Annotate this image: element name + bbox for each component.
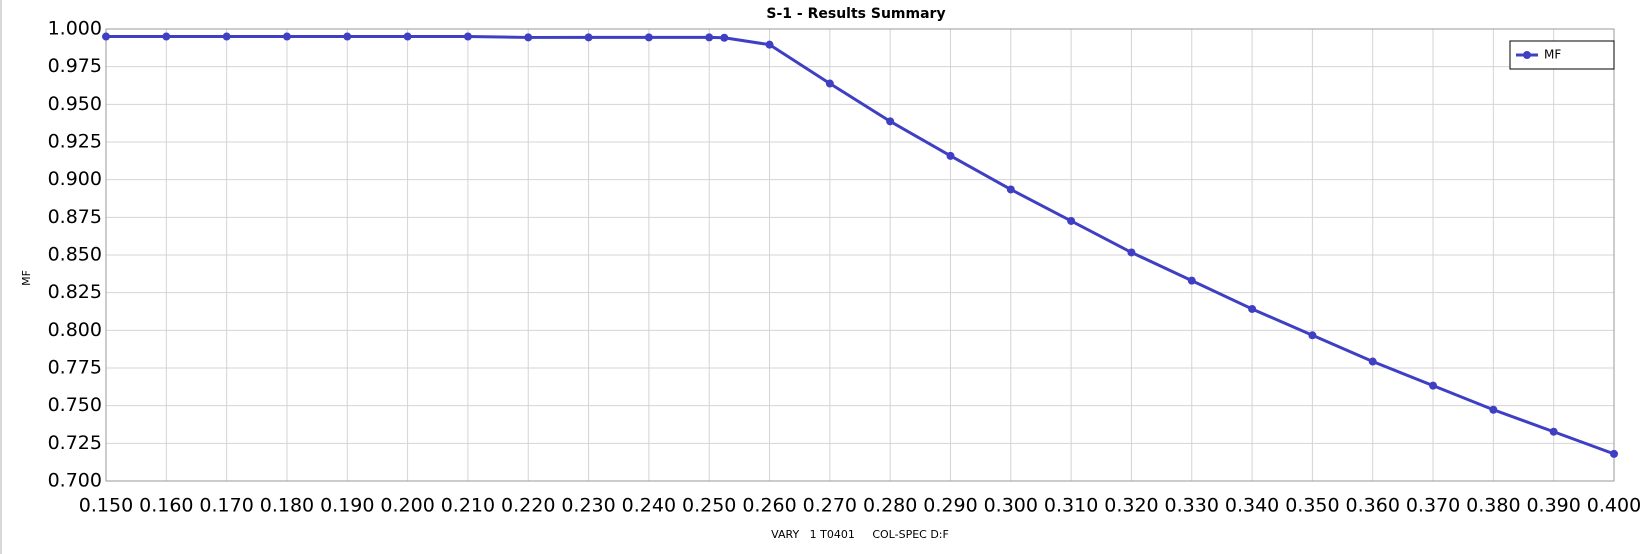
x-tick-label: 0.330: [1165, 495, 1219, 517]
x-tick-label: 0.160: [139, 495, 193, 517]
data-point: [463, 32, 472, 41]
x-tick-label: 0.390: [1526, 495, 1580, 517]
data-point: [886, 117, 895, 126]
x-tick-label: 0.380: [1466, 495, 1520, 517]
y-tick-label: 0.900: [48, 168, 102, 190]
y-tick-label: 0.875: [48, 206, 102, 228]
y-tick-label: 0.700: [48, 470, 102, 492]
data-point: [1127, 248, 1136, 257]
y-tick-label: 0.950: [48, 93, 102, 115]
data-point: [1368, 357, 1377, 366]
plot-frame: [105, 28, 1615, 482]
x-axis-label: VARY 1 T0401 COL-SPEC D:F: [771, 528, 949, 541]
x-tick-label: 0.270: [803, 495, 857, 517]
data-point: [765, 40, 774, 49]
y-tick-label: 0.775: [48, 357, 102, 379]
x-tick-label: 0.350: [1285, 495, 1339, 517]
data-point: [1187, 276, 1196, 285]
data-point: [1006, 185, 1015, 194]
y-tick-label: 0.800: [48, 319, 102, 341]
data-point: [102, 32, 110, 41]
x-tick-label: 0.400: [1587, 495, 1641, 517]
data-point: [403, 32, 412, 41]
x-tick-label: 0.320: [1104, 495, 1158, 517]
chart-title: S-1 - Results Summary: [766, 6, 945, 22]
data-point: [1610, 449, 1618, 458]
x-tick-label: 0.210: [441, 495, 495, 517]
x-tick-label: 0.280: [863, 495, 917, 517]
y-tick-label: 1.000: [48, 18, 102, 40]
x-tick-label: 0.220: [501, 495, 555, 517]
y-tick-label: 0.725: [48, 432, 102, 454]
data-point: [282, 32, 291, 41]
legend-label: MF: [1544, 48, 1561, 62]
x-tick-label: 0.310: [1044, 495, 1098, 517]
x-tick-label: 0.190: [320, 495, 374, 517]
y-tick-label: 0.925: [48, 131, 102, 153]
x-tick-label: 0.180: [260, 495, 314, 517]
data-point: [1248, 304, 1257, 313]
x-tick-label: 0.300: [984, 495, 1038, 517]
data-point: [1067, 216, 1076, 225]
series-line: [106, 35, 1615, 456]
x-tick-label: 0.260: [742, 495, 796, 517]
data-point: [946, 151, 955, 160]
data-point: [1549, 427, 1558, 436]
y-axis-label: MF: [20, 270, 33, 286]
x-tick-label: 0.370: [1406, 495, 1460, 517]
data-point: [705, 33, 714, 42]
x-tick-label: 0.240: [622, 495, 676, 517]
y-tick-label: 0.975: [48, 55, 102, 77]
data-point: [1429, 381, 1438, 390]
x-tick-label: 0.150: [79, 495, 133, 517]
data-point: [1308, 331, 1317, 340]
y-tick-label: 0.850: [48, 244, 102, 266]
y-tick-label: 0.825: [48, 281, 102, 303]
y-tick-label: 0.750: [48, 394, 102, 416]
data-point: [1489, 405, 1498, 414]
x-tick-label: 0.250: [682, 495, 736, 517]
data-point: [584, 33, 593, 42]
x-tick-label: 0.340: [1225, 495, 1279, 517]
data-point: [222, 32, 231, 41]
data-point: [825, 79, 834, 88]
x-tick-label: 0.360: [1346, 495, 1400, 517]
data-point: [343, 32, 352, 41]
x-tick-label: 0.290: [923, 495, 977, 517]
data-point: [162, 32, 171, 41]
data-point: [720, 33, 729, 42]
x-tick-label: 0.200: [380, 495, 434, 517]
data-point: [524, 33, 533, 42]
legend-marker: [1523, 51, 1531, 59]
x-tick-label: 0.170: [199, 495, 253, 517]
x-tick-label: 0.230: [561, 495, 615, 517]
data-point: [644, 33, 653, 42]
